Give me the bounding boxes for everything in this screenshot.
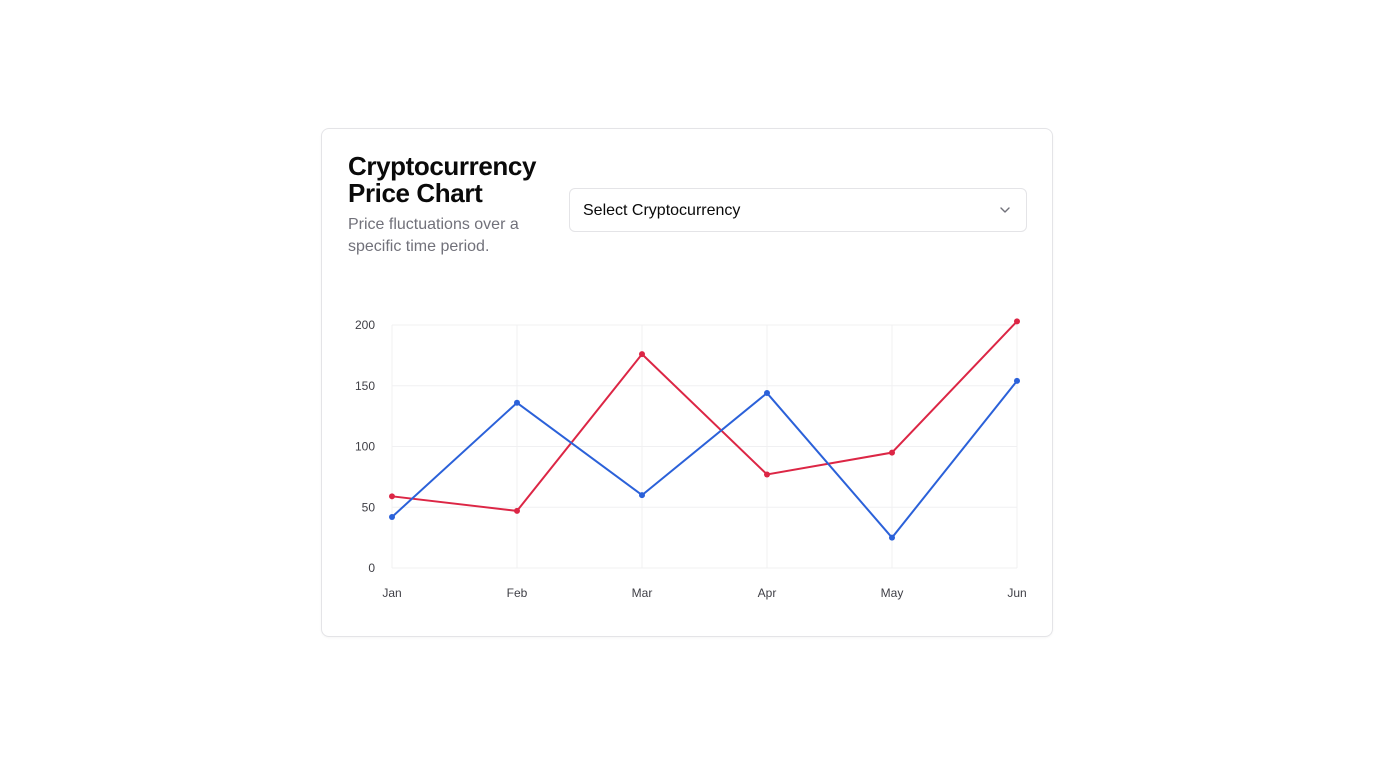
data-point (764, 390, 770, 397)
y-tick-label: 200 (355, 318, 375, 332)
x-tick-label: Jan (382, 586, 401, 600)
chart-card: Cryptocurrency Price Chart Price fluctua… (321, 128, 1053, 637)
series-line-1 (391, 320, 1018, 512)
data-point (1014, 377, 1020, 384)
select-label: Select Cryptocurrency (583, 202, 741, 219)
chevron-down-icon (1000, 207, 1010, 213)
line-chart: 0 50 100 150 200 Jan Feb Mar Apr May Jun (355, 318, 1027, 600)
cryptocurrency-select[interactable]: Select Cryptocurrency (569, 188, 1027, 232)
data-point (639, 351, 645, 358)
data-point (639, 492, 645, 499)
y-tick-label: 150 (355, 379, 375, 393)
data-point (514, 399, 520, 406)
x-tick-label: Jun (1007, 586, 1026, 600)
y-tick-label: 100 (355, 440, 375, 454)
data-point (1014, 318, 1020, 325)
x-tick-label: Feb (507, 586, 528, 600)
data-point (389, 493, 395, 500)
x-tick-label: Apr (758, 586, 777, 600)
x-tick-label: May (881, 586, 904, 600)
card-title: Cryptocurrency Price Chart (348, 151, 537, 208)
data-point (889, 534, 895, 541)
data-point (764, 471, 770, 478)
series-line-2 (391, 379, 1018, 540)
y-tick-label: 50 (362, 500, 376, 514)
card-subtitle: Price fluctuations over a specific time … (348, 216, 519, 255)
x-tick-label: Mar (632, 586, 653, 600)
data-point (889, 449, 895, 456)
data-point (514, 507, 520, 514)
y-tick-label: 0 (368, 561, 375, 575)
data-point (389, 513, 395, 520)
